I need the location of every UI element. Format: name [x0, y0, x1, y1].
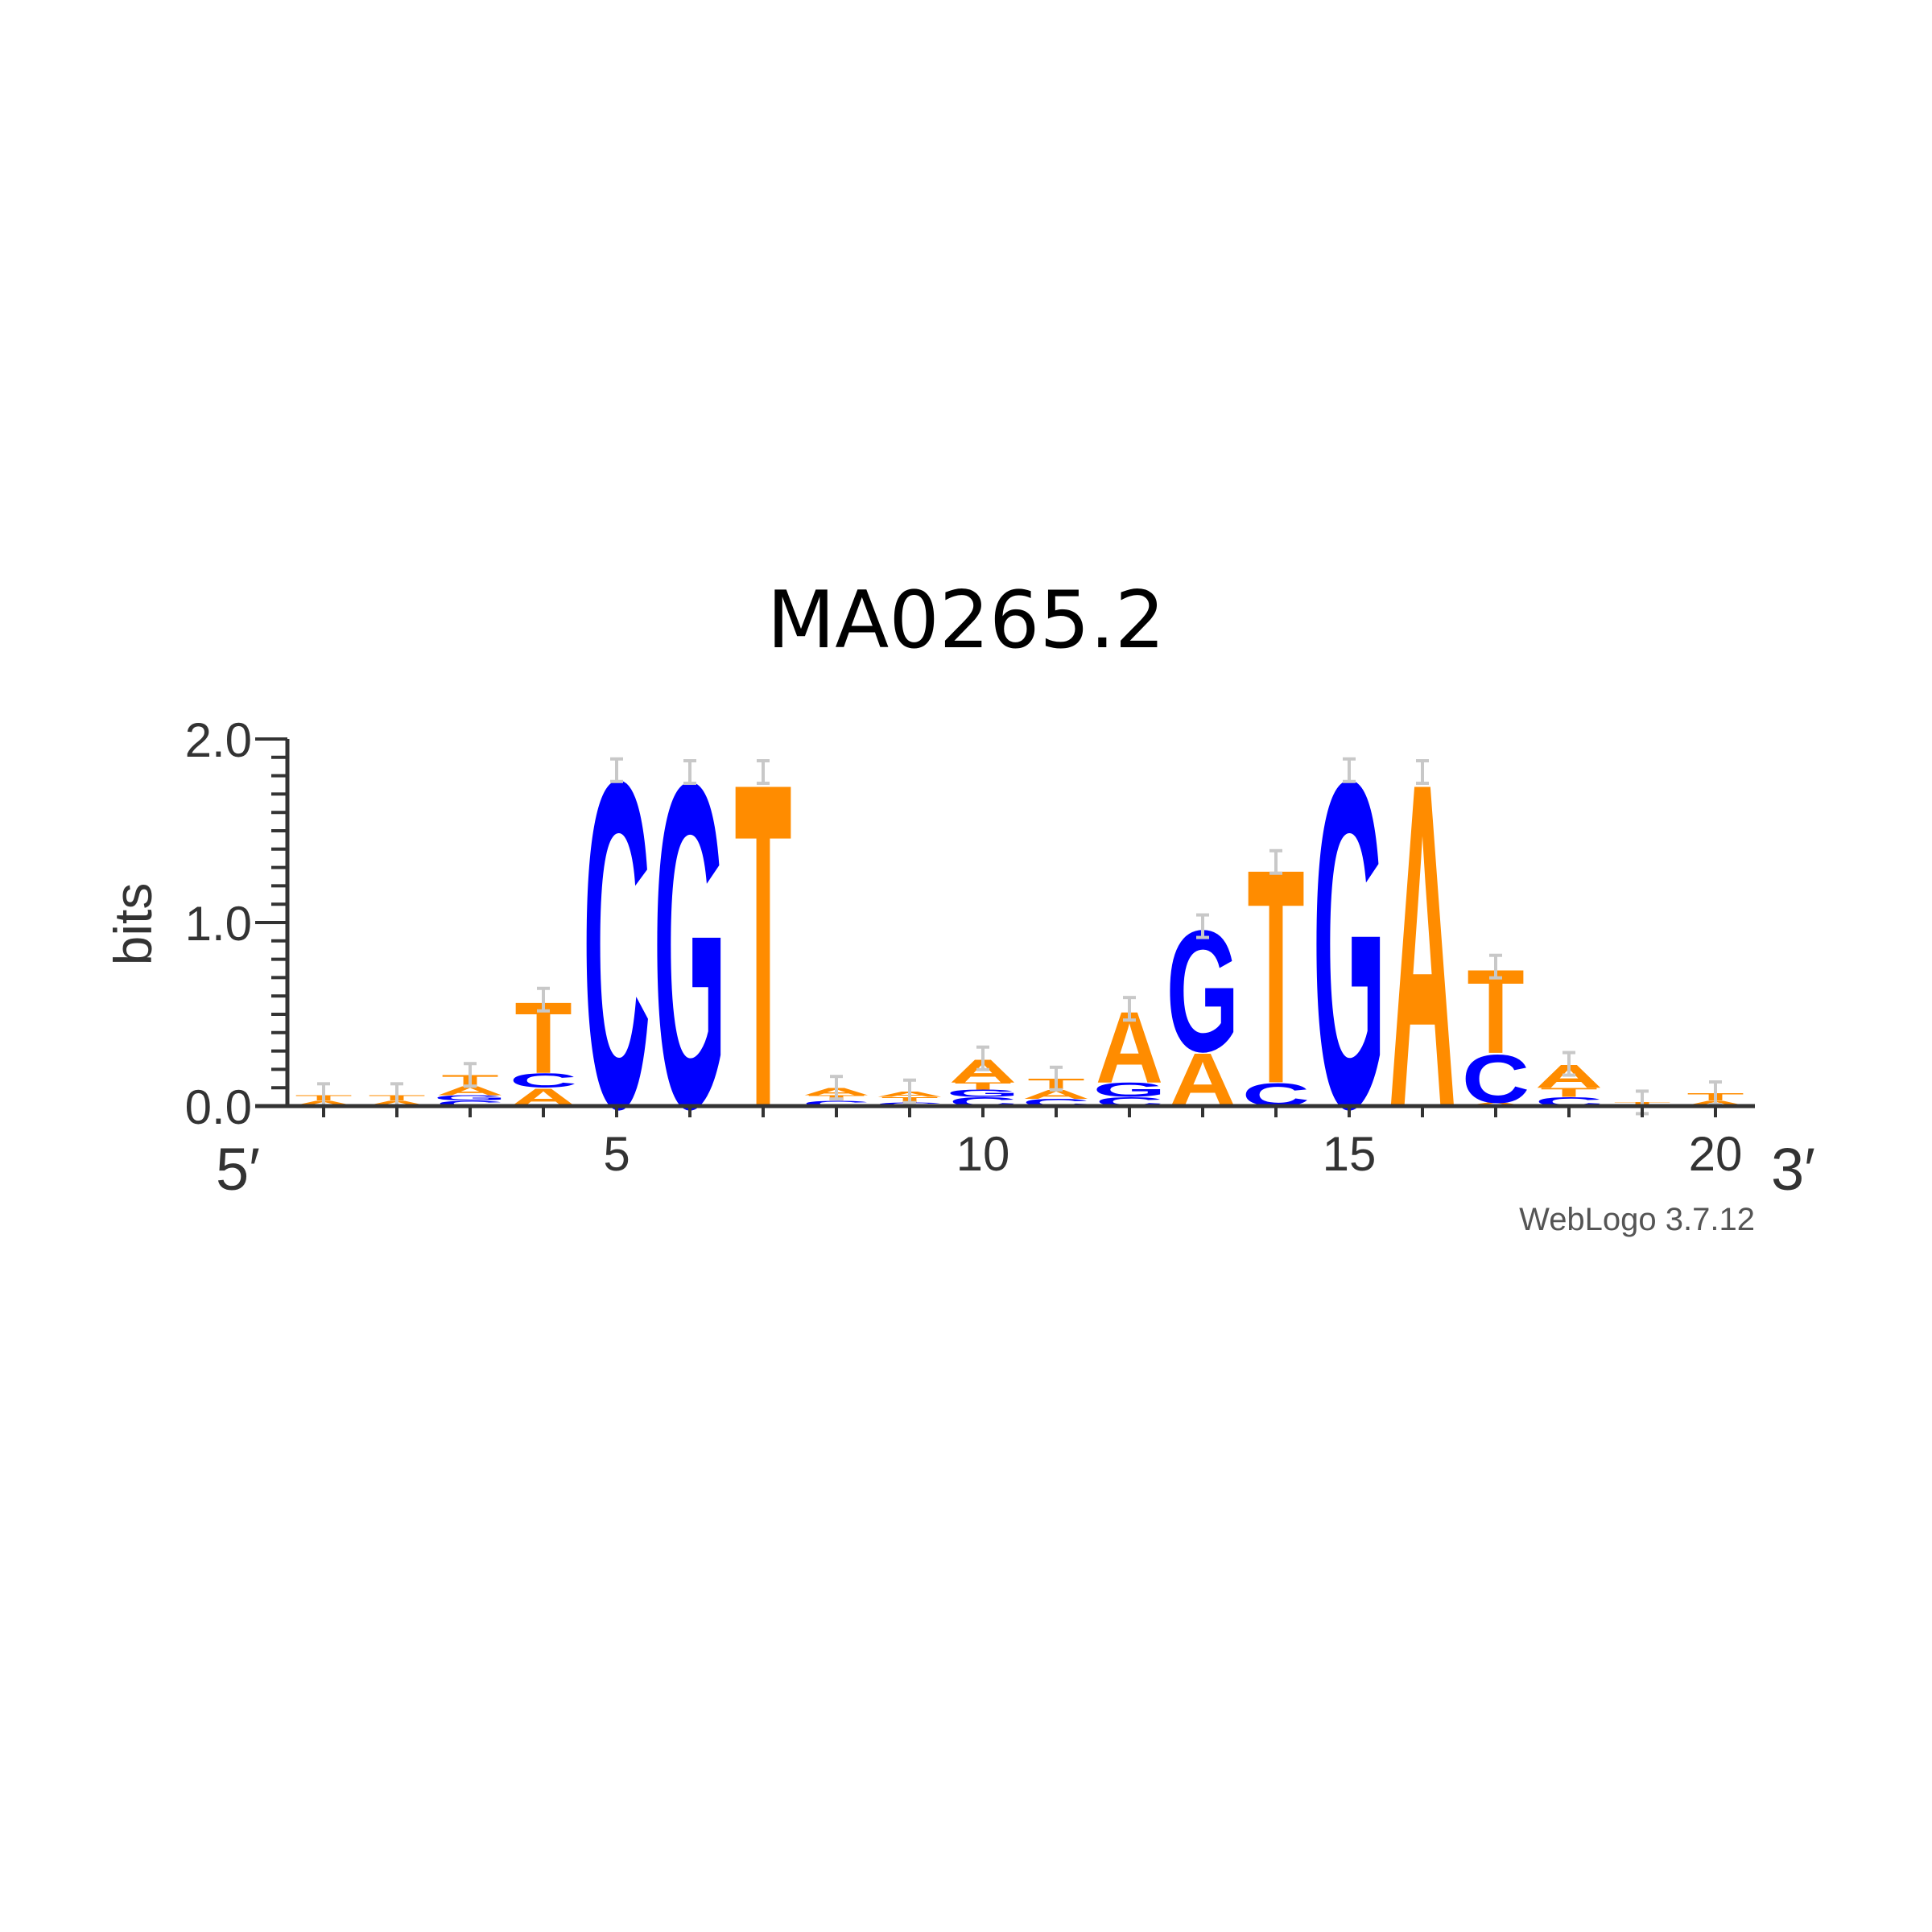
x-tick-label: 20: [1689, 1127, 1743, 1181]
y-tick-label: 0.0: [185, 1080, 252, 1134]
logo-letter-C: C: [803, 1099, 870, 1108]
weblogo-credit: WebLogo 3.7.12: [1519, 1202, 1755, 1237]
logo-letter-A: A: [1022, 1088, 1090, 1102]
x-end-label: 3′: [1771, 1136, 1815, 1203]
y-ticks: 0.0 1.0 2.0: [185, 713, 287, 1134]
chart-title: MA0265.2: [766, 575, 1166, 667]
y-tick-label: 2.0: [185, 713, 252, 767]
y-axis-label: bits: [103, 883, 163, 966]
logo-letters: ATATCGATACTCGTCTACTACGTACATCGAAGCTGAACTC…: [290, 684, 1749, 1205]
x-ticks: 5 10 15 20: [322, 1106, 1743, 1181]
logo-letter-G: G: [1093, 1079, 1166, 1101]
logo-letter-T: T: [954, 1080, 1011, 1092]
logo-letter-G: G: [947, 1088, 1020, 1099]
x-tick-label: 15: [1323, 1127, 1377, 1181]
x-start-label: 5′: [216, 1136, 260, 1203]
x-tick-label: 5: [603, 1127, 630, 1181]
logo-letter-C: C: [510, 1069, 577, 1092]
logo-letter-C: C: [436, 1099, 504, 1108]
logo-letter-T: T: [1540, 1085, 1597, 1100]
logo-letter-A: A: [436, 1084, 504, 1098]
y-tick-label: 1.0: [185, 897, 252, 951]
logo-letter-G: G: [434, 1094, 507, 1103]
x-tick-label: 10: [956, 1127, 1010, 1181]
